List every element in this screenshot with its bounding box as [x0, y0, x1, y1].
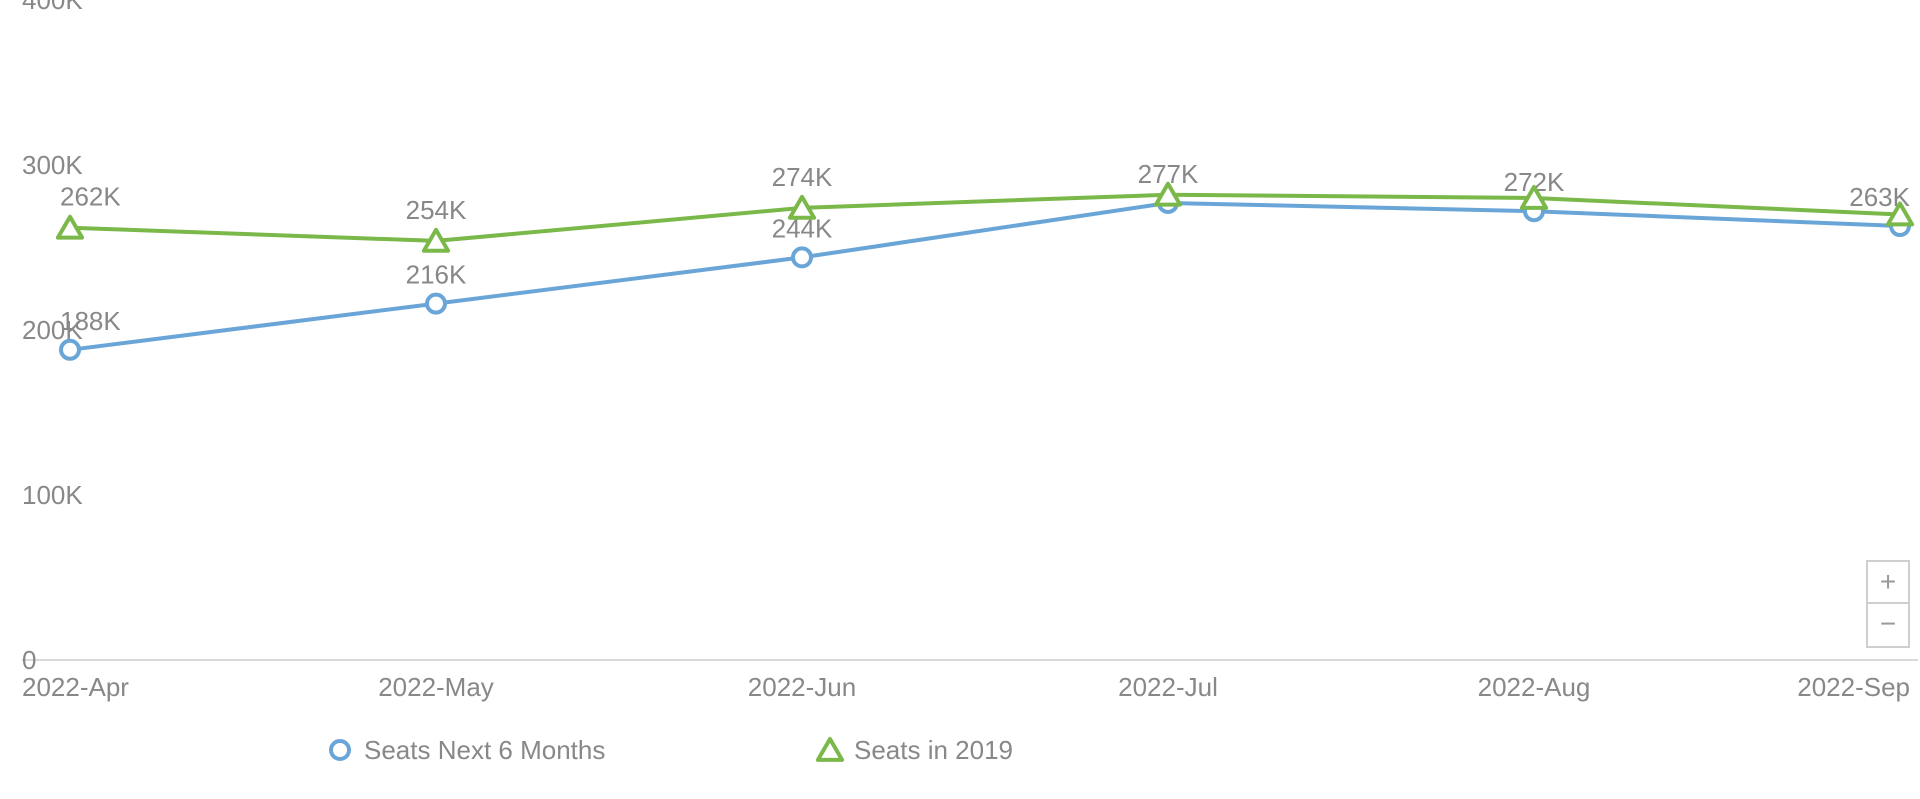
chart-svg: 0100K200K300K400K2022-Apr2022-May2022-Ju…	[0, 0, 1920, 799]
zoom-controls: + −	[1866, 560, 1910, 648]
data-point-circle	[793, 248, 811, 266]
y-tick-label: 0	[22, 645, 36, 675]
y-tick-label: 100K	[22, 480, 83, 510]
x-tick-label: 2022-Jun	[748, 672, 856, 702]
x-tick-label: 2022-Sep	[1797, 672, 1910, 702]
data-label: 254K	[406, 195, 467, 225]
data-point-circle	[427, 295, 445, 313]
data-label: 274K	[772, 162, 833, 192]
zoom-out-button[interactable]: −	[1866, 604, 1910, 648]
x-tick-label: 2022-Jul	[1118, 672, 1218, 702]
data-label: 262K	[60, 182, 121, 212]
zoom-in-button[interactable]: +	[1866, 560, 1910, 604]
series-line-seats_in_2019	[70, 195, 1900, 241]
x-tick-label: 2022-Apr	[22, 672, 129, 702]
data-point-circle	[331, 741, 349, 759]
data-label: 188K	[60, 306, 121, 336]
legend-label: Seats in 2019	[854, 735, 1013, 765]
data-point-circle	[61, 341, 79, 359]
legend-label: Seats Next 6 Months	[364, 735, 605, 765]
series-line-seats_next_6_months	[70, 203, 1900, 350]
x-tick-label: 2022-May	[378, 672, 494, 702]
y-tick-label: 400K	[22, 0, 83, 15]
line-chart: 0100K200K300K400K2022-Apr2022-May2022-Ju…	[0, 0, 1920, 799]
data-point-triangle	[818, 739, 842, 760]
data-label: 216K	[406, 260, 467, 290]
y-tick-label: 300K	[22, 150, 83, 180]
x-tick-label: 2022-Aug	[1478, 672, 1591, 702]
